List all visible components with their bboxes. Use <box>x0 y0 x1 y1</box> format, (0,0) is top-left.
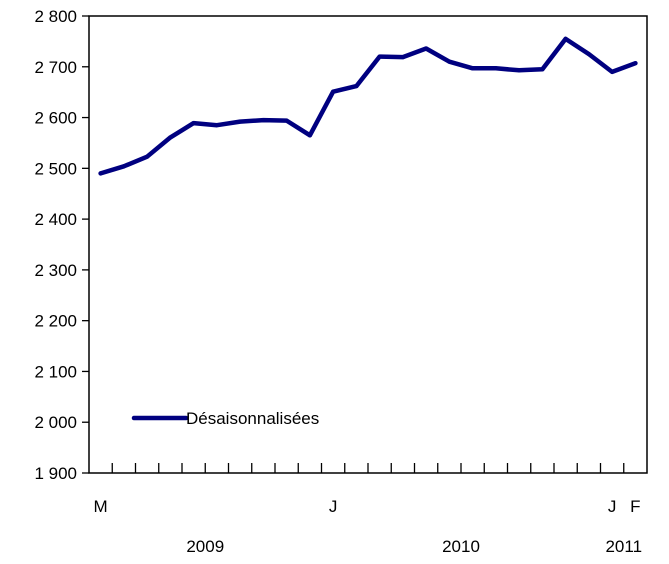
series-point <box>377 54 382 59</box>
series-point <box>191 121 196 126</box>
y-tick-label: 2 500 <box>34 159 77 178</box>
y-tick-label: 2 400 <box>34 210 77 229</box>
series-point <box>98 171 103 176</box>
series-point <box>214 123 219 128</box>
series-point <box>284 118 289 123</box>
series-point <box>307 133 312 138</box>
series-point <box>540 67 545 72</box>
series-point <box>354 84 359 89</box>
y-tick-label: 2 600 <box>34 109 77 128</box>
series-point <box>447 59 452 64</box>
series-point <box>145 154 150 159</box>
series-point <box>586 52 591 57</box>
x-month-label: M <box>94 497 108 516</box>
series-point <box>400 55 405 60</box>
x-year-label: 2009 <box>186 537 224 556</box>
series-point <box>517 68 522 73</box>
y-tick-label: 2 200 <box>34 312 77 331</box>
series-point <box>563 36 568 41</box>
plot-frame <box>88 15 648 474</box>
y-tick-label: 2 000 <box>34 413 77 432</box>
x-year-label: 2010 <box>442 537 480 556</box>
y-tick-label: 2 700 <box>34 58 77 77</box>
legend-label: Désaisonnalisées <box>186 409 319 428</box>
y-tick-label: 2 100 <box>34 362 77 381</box>
y-tick-label: 2 800 <box>34 7 77 26</box>
series-point <box>168 135 173 140</box>
series-point <box>121 164 126 169</box>
series-line <box>98 36 638 176</box>
x-month-label: J <box>608 497 617 516</box>
y-tick-label: 2 300 <box>34 261 77 280</box>
x-year-label: 2011 <box>605 537 642 556</box>
x-month-label: F <box>630 497 640 516</box>
series-point <box>424 46 429 51</box>
series-point <box>633 61 638 66</box>
series-point <box>331 89 336 94</box>
series-point <box>261 118 266 123</box>
series-point <box>470 66 475 71</box>
series-point <box>610 69 615 74</box>
y-tick-label: 1 900 <box>34 464 77 483</box>
series-point <box>238 119 243 124</box>
series-point <box>493 66 498 71</box>
x-month-label: J <box>329 497 338 516</box>
